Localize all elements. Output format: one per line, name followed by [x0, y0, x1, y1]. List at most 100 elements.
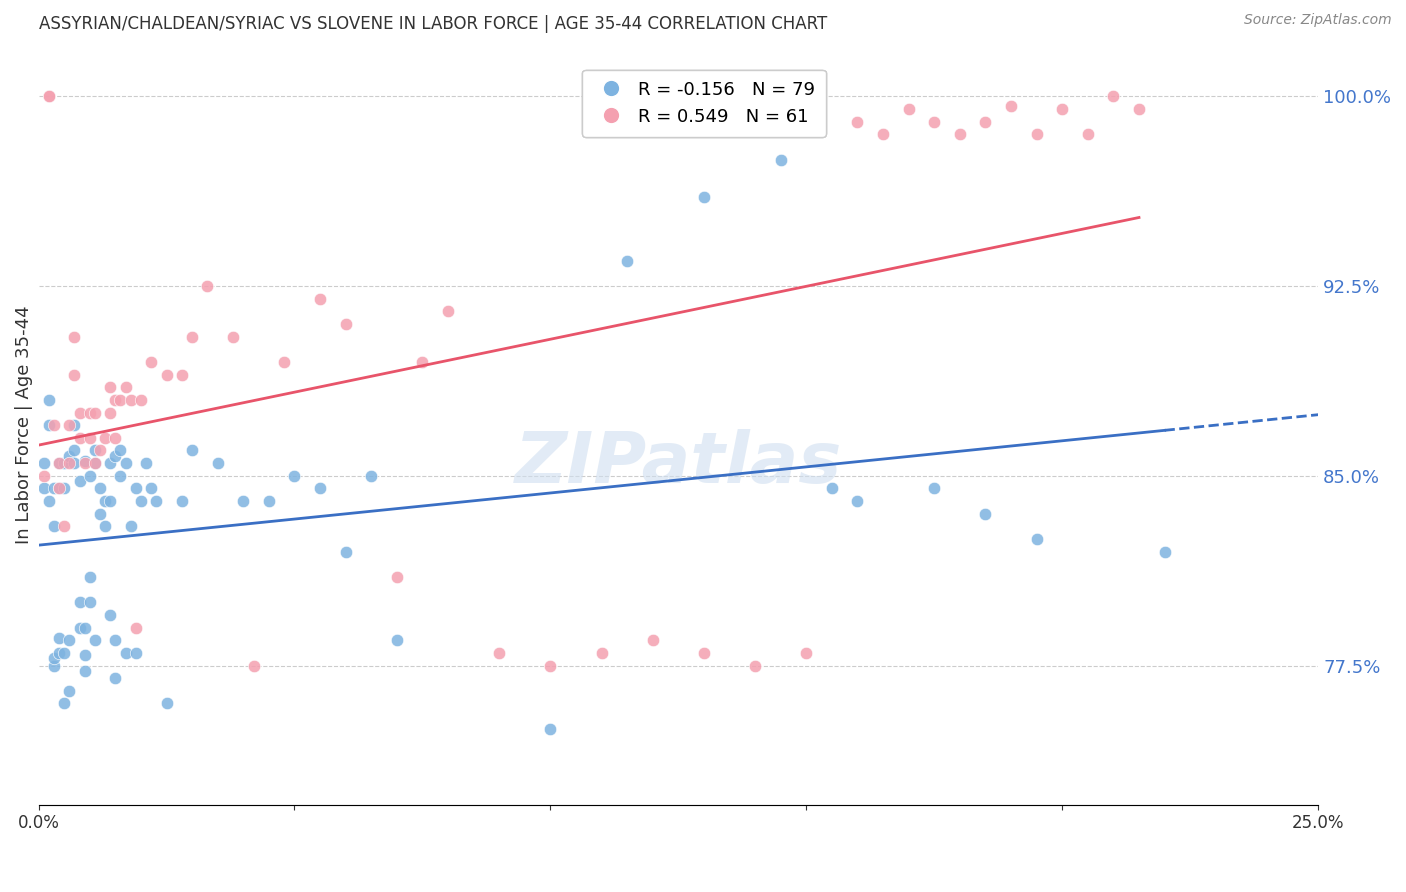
- Point: [104, 449, 127, 463]
- Point: [104, 431, 127, 445]
- Point: [32, 468, 55, 483]
- Point: [98, 456, 121, 470]
- Point: [170, 494, 193, 508]
- Point: [83, 633, 105, 648]
- Point: [58, 449, 80, 463]
- Point: [63, 456, 86, 470]
- Point: [89, 482, 111, 496]
- Point: [104, 392, 127, 407]
- Point: [42, 658, 65, 673]
- Point: [437, 304, 460, 318]
- Point: [32, 456, 55, 470]
- Point: [73, 453, 96, 467]
- Point: [744, 658, 766, 673]
- Point: [591, 646, 613, 660]
- Point: [94, 519, 117, 533]
- Point: [73, 456, 96, 470]
- Point: [974, 114, 997, 128]
- Point: [191, 810, 214, 824]
- Point: [83, 443, 105, 458]
- Point: [38, 418, 60, 433]
- Point: [922, 114, 945, 128]
- Point: [222, 329, 245, 343]
- Point: [42, 482, 65, 496]
- Point: [73, 648, 96, 663]
- Point: [974, 507, 997, 521]
- Point: [94, 494, 117, 508]
- Point: [1153, 544, 1175, 558]
- Point: [63, 329, 86, 343]
- Point: [69, 621, 91, 635]
- Point: [42, 519, 65, 533]
- Point: [53, 646, 76, 660]
- Point: [155, 697, 177, 711]
- Point: [1102, 89, 1125, 103]
- Point: [129, 392, 152, 407]
- Point: [1050, 102, 1073, 116]
- Point: [110, 468, 132, 483]
- Point: [273, 355, 295, 369]
- Point: [38, 494, 60, 508]
- Point: [232, 494, 254, 508]
- Point: [821, 482, 844, 496]
- Point: [197, 279, 219, 293]
- Point: [79, 405, 101, 419]
- Point: [257, 494, 280, 508]
- Point: [79, 595, 101, 609]
- Point: [38, 89, 60, 103]
- Point: [98, 380, 121, 394]
- Point: [114, 380, 136, 394]
- Point: [83, 456, 105, 470]
- Text: ZIPatlas: ZIPatlas: [515, 429, 842, 498]
- Point: [104, 633, 127, 648]
- Point: [48, 482, 70, 496]
- Point: [125, 646, 148, 660]
- Point: [58, 418, 80, 433]
- Point: [309, 292, 332, 306]
- Point: [53, 519, 76, 533]
- Point: [641, 633, 664, 648]
- Point: [48, 631, 70, 645]
- Point: [1000, 99, 1022, 113]
- Point: [1025, 127, 1047, 141]
- Point: [538, 658, 561, 673]
- Point: [38, 392, 60, 407]
- Point: [309, 482, 332, 496]
- Point: [922, 482, 945, 496]
- Point: [69, 595, 91, 609]
- Point: [79, 570, 101, 584]
- Point: [48, 456, 70, 470]
- Point: [69, 431, 91, 445]
- Point: [155, 368, 177, 382]
- Point: [63, 443, 86, 458]
- Point: [846, 114, 869, 128]
- Point: [38, 89, 60, 103]
- Point: [83, 405, 105, 419]
- Point: [141, 355, 163, 369]
- Point: [53, 482, 76, 496]
- Point: [283, 468, 305, 483]
- Point: [242, 658, 264, 673]
- Point: [207, 456, 229, 470]
- Point: [181, 329, 204, 343]
- Point: [125, 621, 148, 635]
- Point: [114, 456, 136, 470]
- Point: [94, 431, 117, 445]
- Point: [135, 456, 157, 470]
- Point: [63, 368, 86, 382]
- Point: [872, 127, 894, 141]
- Point: [110, 392, 132, 407]
- Point: [949, 127, 972, 141]
- Point: [794, 646, 817, 660]
- Point: [897, 102, 920, 116]
- Point: [48, 456, 70, 470]
- Point: [693, 190, 716, 204]
- Point: [1128, 102, 1150, 116]
- Point: [693, 646, 716, 660]
- Point: [69, 474, 91, 488]
- Point: [69, 405, 91, 419]
- Point: [1077, 127, 1099, 141]
- Point: [79, 431, 101, 445]
- Legend: R = -0.156   N = 79, R = 0.549   N = 61: R = -0.156 N = 79, R = 0.549 N = 61: [582, 70, 825, 136]
- Point: [98, 607, 121, 622]
